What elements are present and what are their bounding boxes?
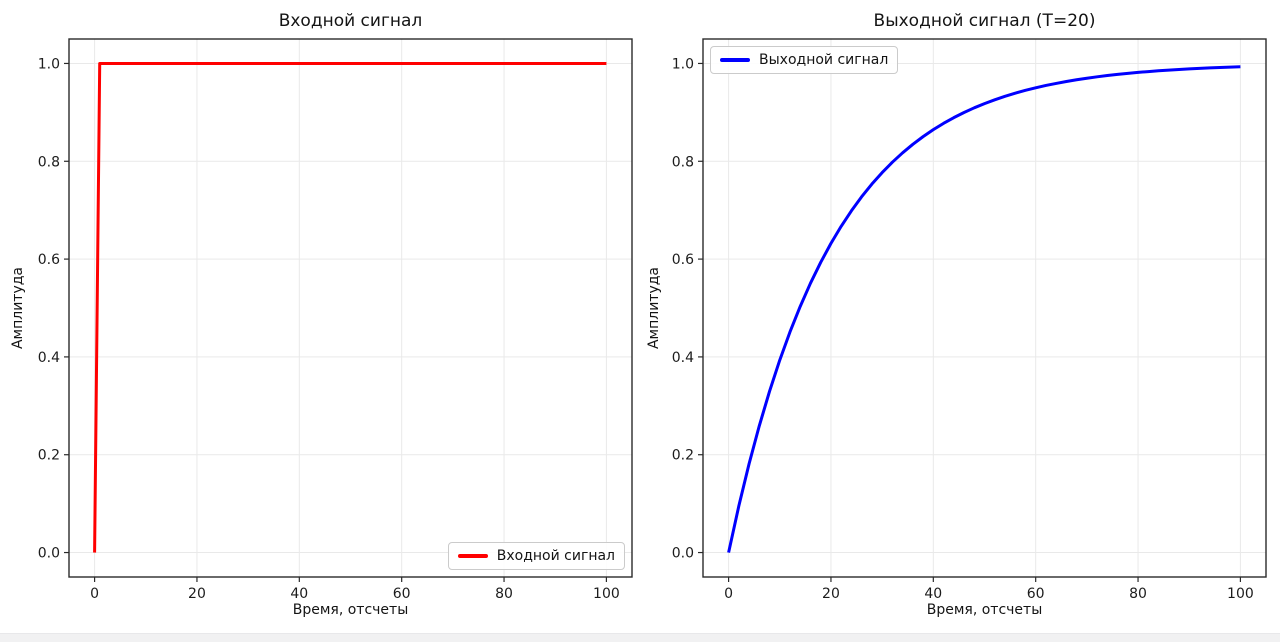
series-line: [727, 65, 1241, 553]
x-tick-label: 100: [593, 586, 620, 602]
x-tick-label: 60: [393, 586, 411, 602]
input-legend-label: Входной сигнал: [496, 548, 615, 564]
output-chart-legend: Выходной сигнал: [710, 46, 899, 74]
output-y-axis-label: Амплитуда: [646, 266, 662, 350]
y-tick-label: 0.6: [672, 252, 694, 268]
x-tick-label: 60: [1027, 586, 1045, 602]
output-legend-label: Выходной сигнал: [759, 52, 889, 68]
y-tick-label: 0.0: [38, 546, 60, 562]
output-legend-line-sample: [720, 58, 750, 62]
x-tick-label: 80: [495, 586, 513, 602]
output-chart-panel: Выходной сигнал (T=20) Время, отсчеты Ам…: [640, 0, 1280, 642]
y-tick-label: 0.8: [672, 154, 694, 170]
x-tick-label: 40: [924, 586, 942, 602]
y-tick-label: 0.8: [38, 154, 60, 170]
x-tick-label: 0: [90, 586, 99, 602]
y-tick-label: 0.4: [38, 350, 60, 366]
output-chart-title: Выходной сигнал (T=20): [873, 11, 1096, 31]
x-tick-label: 80: [1129, 586, 1147, 602]
output-x-axis-label: Время, отсчеты: [926, 602, 1043, 618]
y-tick-label: 1.0: [672, 56, 694, 72]
x-tick-label: 20: [188, 586, 206, 602]
x-tick-label: 100: [1227, 586, 1254, 602]
axes-frame: [68, 38, 633, 578]
x-tick-label: 40: [290, 586, 308, 602]
series-line: [93, 61, 607, 553]
y-tick-label: 0.2: [38, 448, 60, 464]
input-x-axis-label: Время, отсчеты: [292, 602, 409, 618]
y-tick-label: 1.0: [38, 56, 60, 72]
y-tick-label: 0.6: [38, 252, 60, 268]
input-chart-legend: Входной сигнал: [447, 542, 625, 570]
y-tick-label: 0.0: [672, 546, 694, 562]
input-chart-panel: Входной сигнал Время, отсчеты Амплитуда …: [10, 11, 625, 618]
y-tick-label: 0.4: [672, 350, 694, 366]
input-chart-title: Входной сигнал: [278, 11, 423, 31]
bottom-scroll-strip: [0, 633, 1280, 642]
x-tick-label: 0: [724, 586, 733, 602]
input-y-axis-label: Амплитуда: [10, 266, 26, 350]
input-legend-line-sample: [457, 554, 488, 558]
y-tick-label: 0.2: [672, 448, 694, 464]
axes-frame: [702, 38, 1267, 578]
x-tick-label: 20: [822, 586, 840, 602]
